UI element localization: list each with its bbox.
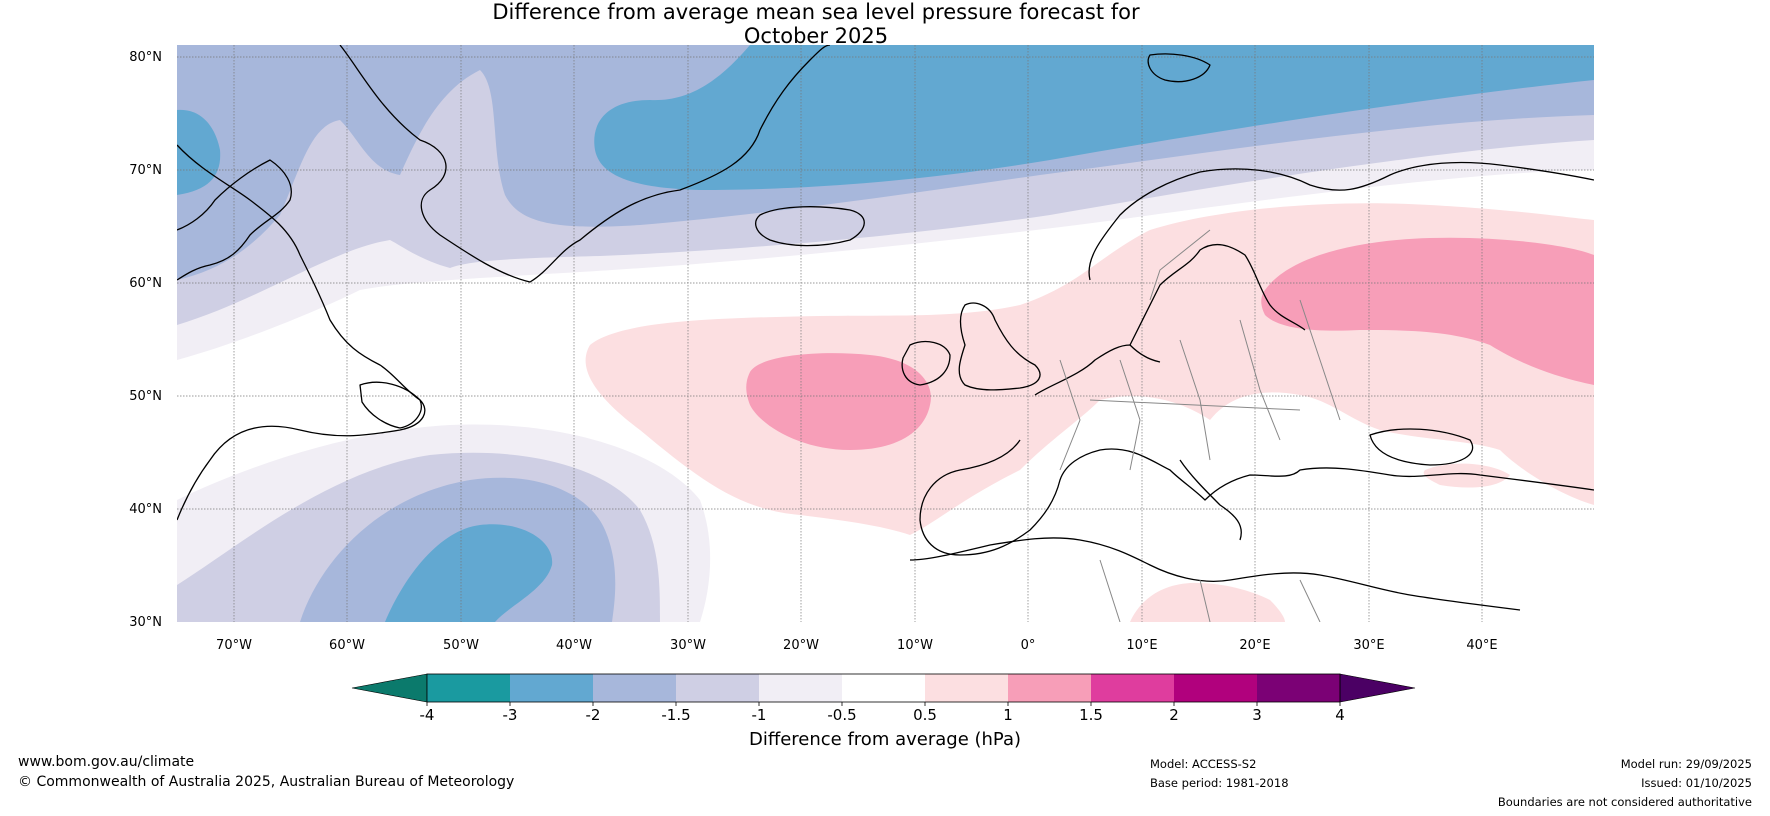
lon-tick-label: 70°W (216, 638, 252, 653)
chart-title: Difference from average mean sea level p… (0, 0, 1747, 48)
lon-tick-label: 40°W (556, 638, 592, 653)
colorbar-tick-label: -1 (752, 706, 767, 724)
colorbar-swatch (925, 674, 1008, 702)
coast-baffin (177, 159, 292, 281)
colorbar-tick-label: 4 (1335, 706, 1345, 724)
lon-tick-label: 10°E (1126, 638, 1157, 653)
lon-tick-label: 50°W (443, 638, 479, 653)
anomaly-core-plus-1-russia (1261, 237, 1594, 385)
lon-tick-label: 30°W (670, 638, 706, 653)
coast-italy (1179, 459, 1242, 541)
colorbar-swatch (1091, 674, 1174, 702)
lon-tick-label: 0° (1021, 638, 1036, 653)
footer-model-run: Model run: 29/09/2025 (1620, 757, 1752, 771)
lon-tick-label: 20°W (783, 638, 819, 653)
anomaly-band-minus-2-north (594, 45, 1594, 190)
footer-base-period: Base period: 1981-2018 (1150, 776, 1289, 790)
lon-tick-label: 60°W (329, 638, 365, 653)
colorbar-swatch (759, 674, 842, 702)
colorbar-swatch (1008, 674, 1091, 702)
colorbar-tick-label: -0.5 (827, 706, 856, 724)
coast-newfoundland (359, 381, 422, 429)
colorbar-tick-label: -3 (503, 706, 518, 724)
colorbar-swatch (1174, 674, 1257, 702)
lat-tick-label: 50°N (129, 389, 162, 404)
colorbar: -4 -3 -2 -1.5 -1 -0.5 0.5 1 1.5 2 3 4 Di… (351, 673, 1416, 750)
coast-black-sea (1369, 428, 1474, 466)
lat-tick-label: 80°N (129, 50, 162, 65)
country-borders (1059, 229, 1341, 622)
footer-copyright: © Commonwealth of Australia 2025, Austra… (18, 774, 515, 790)
lat-tick-label: 60°N (129, 276, 162, 291)
lat-tick-label: 30°N (129, 615, 162, 630)
coast-north-africa (909, 537, 1521, 611)
footer-issued: Issued: 01/10/2025 (1641, 776, 1752, 790)
anomaly-band-plus-0.5-africa (1130, 582, 1285, 622)
coast-scandinavia (1088, 161, 1594, 281)
graticule (177, 45, 1594, 622)
colorbar-tick-label: -1.5 (661, 706, 690, 724)
colorbar-swatch (1257, 674, 1340, 702)
lon-tick-label: 40°E (1466, 638, 1497, 653)
colorbar-title: Difference from average (hPa) (749, 729, 1021, 750)
coast-europe (919, 344, 1594, 556)
title-line-1: Difference from average mean sea level p… (492, 0, 1140, 24)
coast-greenland (339, 45, 831, 283)
colorbar-extend-high (1339, 673, 1416, 703)
anomaly-band-minus-2-west (177, 109, 221, 195)
lon-tick-label: 10°W (897, 638, 933, 653)
lat-tick-label: 70°N (129, 163, 162, 178)
colorbar-ticks (426, 702, 1341, 706)
coast-iceland (755, 206, 865, 247)
colorbar-tick-label: 1.5 (1079, 706, 1103, 724)
anomaly-core-plus-1-atlantic (746, 353, 931, 450)
colorbar-outline (426, 673, 1341, 703)
colorbar-tick-labels: -4 -3 -2 -1.5 -1 -0.5 0.5 1 1.5 2 3 4 (420, 706, 1345, 724)
colorbar-swatch (676, 674, 759, 702)
footer-model: Model: ACCESS-S2 (1150, 757, 1257, 771)
coast-svalbard (1147, 53, 1211, 83)
lat-tick-label: 40°N (129, 502, 162, 517)
colorbar-swatch (510, 674, 593, 702)
title-line-2: October 2025 (743, 24, 889, 48)
lat-axis: 80°N 70°N 60°N 50°N 40°N 30°N (129, 50, 162, 630)
colorbar-swatch (842, 674, 925, 702)
coast-labrador (177, 144, 426, 521)
lon-tick-label: 30°E (1353, 638, 1384, 653)
colorbar-tick-label: 0.5 (913, 706, 937, 724)
coast-ireland (901, 341, 951, 386)
colorbar-tick-label: -4 (420, 706, 435, 724)
coastlines (177, 45, 1594, 611)
colorbar-swatch (593, 674, 676, 702)
colorbar-tick-label: 3 (1252, 706, 1262, 724)
coast-baltic (1129, 243, 1306, 346)
colorbar-tick-label: 1 (1003, 706, 1013, 724)
colorbar-swatch (427, 674, 510, 702)
footer-website[interactable]: www.bom.gov.au/climate (18, 754, 195, 770)
lon-tick-label: 20°E (1239, 638, 1270, 653)
anomaly-band-plus-0.5-sea (1423, 463, 1510, 488)
colorbar-tick-label: 2 (1169, 706, 1179, 724)
coast-great-britain (958, 302, 1041, 391)
map-area (177, 45, 1594, 622)
anomaly-lobe-sw-minus-2 (385, 524, 553, 622)
footer-disclaimer: Boundaries are not considered authoritat… (1497, 795, 1752, 809)
lon-axis: 70°W 60°W 50°W 40°W 30°W 20°W 10°W 0° 10… (216, 638, 1498, 653)
colorbar-tick-label: -2 (586, 706, 601, 724)
colorbar-extend-low (351, 673, 428, 703)
